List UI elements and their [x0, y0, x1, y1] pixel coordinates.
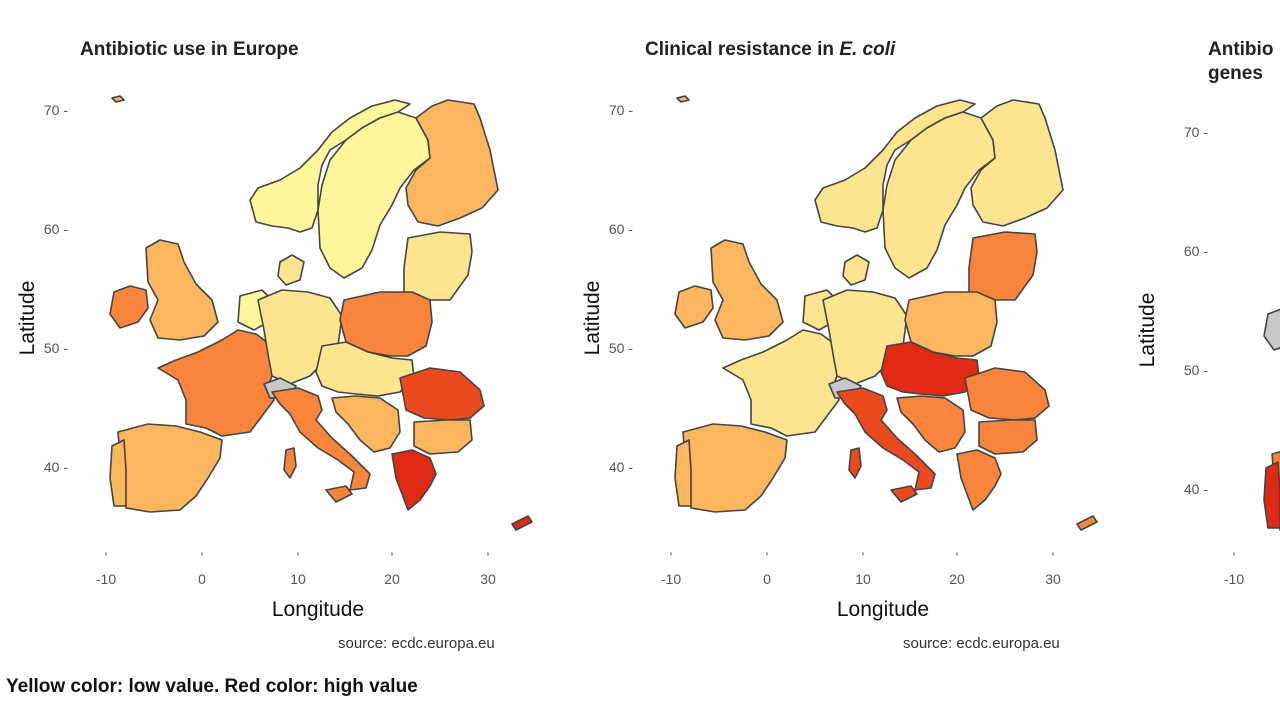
country-ireland — [1263, 308, 1280, 351]
x-tick-mark: ' — [766, 549, 769, 565]
x-tick-mark: ' — [297, 549, 300, 565]
country-finland — [970, 99, 1064, 227]
x-tick-label: -10 — [96, 571, 116, 587]
x-tick-label: 30 — [480, 571, 496, 587]
country-ireland — [109, 285, 149, 329]
panel-title-line2: genes — [1208, 63, 1263, 84]
country-greece — [391, 449, 437, 511]
y-tick-label: 60 - — [44, 221, 68, 237]
country-spain — [117, 423, 223, 513]
country-denmark — [277, 254, 305, 286]
y-tick-label: 70 - — [1184, 124, 1208, 140]
country-greece — [956, 449, 1002, 511]
x-tick-mark: ' — [670, 549, 673, 565]
country-ireland — [674, 285, 714, 329]
x-tick-label: 0 — [763, 571, 771, 587]
map-panel-antibiotic-use: Antibiotic use in Europe 70 - 60 - 50 - 40 … — [0, 0, 560, 670]
x-tick-mark: ' — [1052, 549, 1055, 565]
country-sicily — [325, 485, 353, 503]
x-tick-mark: ' — [1233, 549, 1236, 565]
x-axis-label: Longitude — [837, 598, 929, 621]
y-tick-label: 70 - — [609, 102, 633, 118]
x-tick-label: 20 — [384, 571, 400, 587]
map-panel-resistance-genes: Antibio genes 70 - 60 - 50 - 40 - ' -10 Latitu… — [1130, 0, 1280, 670]
x-tick-label: 20 — [949, 571, 965, 587]
x-tick-mark: ' — [956, 549, 959, 565]
x-tick-mark: ' — [487, 549, 490, 565]
y-tick-label: 40 - — [609, 459, 633, 475]
country-romania — [964, 367, 1050, 421]
country-iceland — [111, 95, 125, 103]
country-italy — [836, 387, 936, 491]
country-poland — [904, 291, 998, 357]
y-tick-label: 40 - — [44, 459, 68, 475]
country-balkans — [331, 395, 401, 453]
country-finland — [405, 99, 499, 227]
country-cyprus — [511, 515, 533, 531]
country-baltics — [968, 231, 1038, 301]
x-tick-label: 10 — [290, 571, 306, 587]
x-tick-label: 0 — [198, 571, 206, 587]
x-tick-mark: ' — [391, 549, 394, 565]
y-tick-label: 60 - — [1184, 243, 1208, 259]
country-denmark — [842, 254, 870, 286]
country-france — [157, 329, 277, 437]
europe-map-1: 70 - 60 - 50 - 40 - ' -10 ' 0 ' 10 ' 20 ' 30 Longitude… — [16, 95, 533, 621]
x-tick-mark: ' — [105, 549, 108, 565]
x-tick-label: -10 — [1224, 571, 1244, 587]
country-cyprus — [1076, 515, 1098, 531]
source-note: source: ecdc.europa.eu — [338, 635, 495, 652]
y-tick-label: 70 - — [44, 102, 68, 118]
x-tick-mark: ' — [862, 549, 865, 565]
panel-title: Clinical resistance in E. coli — [645, 39, 896, 60]
panel-title: Antibio — [1208, 39, 1274, 60]
panel-title: Antibiotic use in Europe — [80, 39, 299, 60]
europe-map-2: 70 - 60 - 50 - 40 - ' -10 ' 0 ' 10 ' 20 ' 30 Longitude… — [581, 95, 1098, 621]
y-axis-label: Latitude — [16, 281, 39, 356]
y-axis-label: Latitude — [581, 281, 604, 356]
country-balkans — [896, 395, 966, 453]
country-france — [722, 329, 842, 437]
x-tick-label: 30 — [1045, 571, 1061, 587]
country-italy — [271, 387, 371, 491]
y-tick-label: 50 - — [44, 340, 68, 356]
country-centraleurope — [880, 341, 980, 397]
country-baltics — [403, 231, 473, 301]
country-uk — [145, 239, 219, 341]
country-poland — [339, 291, 433, 357]
color-legend-note: Yellow color: low value. Red color: high… — [6, 676, 418, 697]
country-sicily — [890, 485, 918, 503]
x-tick-label: -10 — [661, 571, 681, 587]
country-portugal — [1263, 461, 1280, 529]
country-sardinia — [283, 447, 297, 479]
x-axis-label: Longitude — [272, 598, 364, 621]
country-centraleurope — [315, 341, 415, 397]
country-sardinia — [848, 447, 862, 479]
country-bulgaria — [978, 419, 1038, 455]
country-portugal — [674, 439, 692, 507]
x-tick-mark: ' — [201, 549, 204, 565]
y-tick-label: 60 - — [609, 221, 633, 237]
source-note: source: ecdc.europa.eu — [903, 635, 1060, 652]
country-uk — [710, 239, 784, 341]
country-portugal — [109, 439, 127, 507]
y-tick-label: 50 - — [609, 340, 633, 356]
y-tick-label: 50 - — [1184, 362, 1208, 378]
y-axis-label: Latitude — [1136, 293, 1159, 368]
x-tick-label: 10 — [855, 571, 871, 587]
europe-map-3: 70 - 60 - 50 - 40 - ' -10 Latitude — [1136, 124, 1280, 587]
country-bulgaria — [413, 419, 473, 455]
country-romania — [399, 367, 485, 421]
map-panel-clinical-resistance: Clinical resistance in E. coli 70 - 60 - 5… — [565, 0, 1125, 670]
country-spain — [682, 423, 788, 513]
country-iceland — [676, 95, 690, 103]
y-tick-label: 40 - — [1184, 481, 1208, 497]
